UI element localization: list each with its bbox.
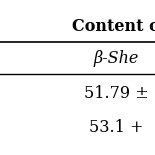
Text: 51.79 ±: 51.79 ± (84, 84, 149, 102)
Text: 53.1 +: 53.1 + (89, 119, 144, 136)
Text: β-She: β-She (94, 50, 139, 67)
Text: Content o: Content o (72, 18, 155, 35)
